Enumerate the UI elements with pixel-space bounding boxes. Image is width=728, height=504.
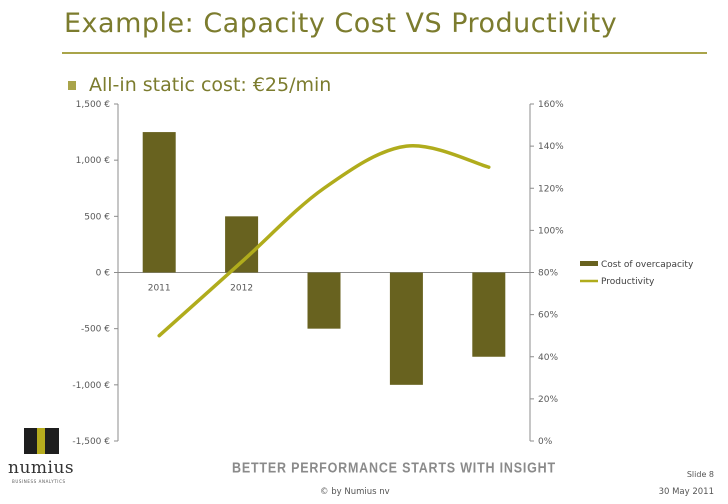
x-category-label: 2011 — [148, 284, 171, 294]
y-right-tick-label: 60% — [538, 311, 558, 321]
footer-date: 30 May 2011 — [658, 487, 714, 497]
y-left-tick-label: 1,500 € — [76, 100, 111, 110]
legend-swatch-cost — [580, 261, 598, 266]
title-divider — [62, 52, 707, 54]
y-right-tick-label: 160% — [538, 100, 564, 110]
logo-mark-icon — [24, 428, 59, 454]
y-right-tick-label: 140% — [538, 142, 564, 152]
slide-number: Slide 8 — [686, 470, 714, 479]
line-productivity — [157, 144, 491, 338]
slide-title: Example: Capacity Cost VS Productivity — [64, 8, 618, 39]
bullet-item: All-in static cost: €25/min — [68, 74, 331, 96]
bar-cost-of-overcapacity — [472, 272, 506, 357]
numius-logo: numius BUSINESS ANALYTICS — [8, 424, 74, 496]
y-right-tick-label: 40% — [538, 353, 558, 363]
y-right-tick-label: 80% — [538, 269, 558, 279]
y-right-tick-label: 0% — [538, 437, 553, 447]
legend-label-cost: Cost of overcapacity — [601, 260, 694, 270]
logo-subtitle: BUSINESS ANALYTICS — [12, 479, 66, 484]
y-left-tick-label: 1,000 € — [76, 156, 111, 166]
bar-cost-of-overcapacity — [307, 272, 341, 329]
y-left-tick-label: 500 € — [84, 212, 110, 222]
y-right-tick-label: 120% — [538, 184, 564, 194]
logo-name: numius — [8, 458, 75, 478]
y-left-tick-label: 0 € — [96, 269, 111, 279]
bullet-text: All-in static cost: €25/min — [89, 74, 332, 96]
footer-copyright: © by Numius nv — [320, 487, 390, 497]
footer-tagline: BETTER PERFORMANCE STARTS WITH INSIGHT — [232, 459, 556, 477]
y-right-tick-label: 100% — [538, 226, 564, 236]
y-left-tick-label: -1,500 € — [72, 437, 110, 447]
legend-label-productivity: Productivity — [601, 277, 655, 287]
x-category-label: 2012 — [230, 284, 253, 294]
y-left-tick-label: -1,000 € — [72, 381, 110, 391]
bar-cost-of-overcapacity — [142, 132, 176, 273]
bar-cost-of-overcapacity — [389, 272, 423, 385]
square-bullet-icon — [68, 80, 76, 90]
y-right-tick-label: 20% — [538, 395, 558, 405]
y-left-tick-label: -500 € — [81, 325, 110, 335]
